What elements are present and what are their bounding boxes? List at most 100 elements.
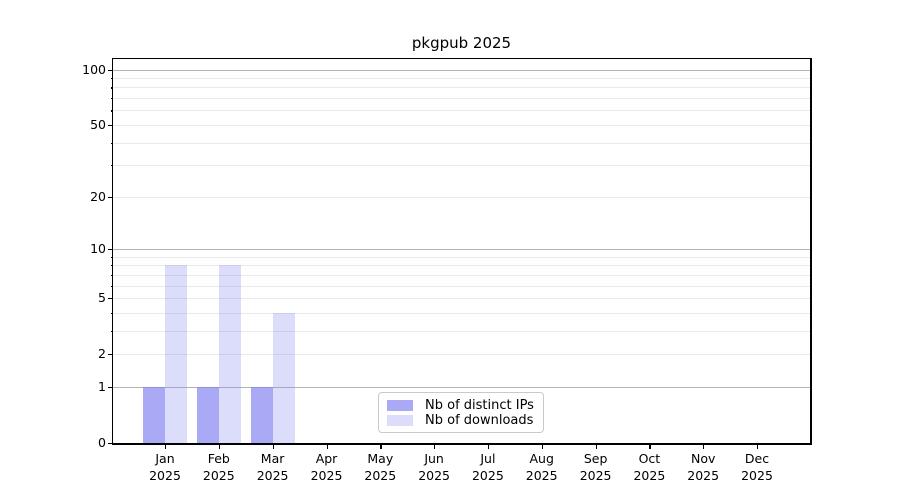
x-tick-label-dec: Dec 2025	[725, 450, 789, 484]
x-tick-label-month: Dec	[744, 451, 770, 466]
y-tick-label-1: 1	[98, 378, 106, 394]
minor-gridline-70	[113, 98, 810, 99]
x-tick-label-apr: Apr 2025	[295, 450, 359, 484]
minor-gridline-90	[113, 77, 810, 79]
legend-label-downloads: Nb of downloads	[425, 413, 534, 428]
x-tick-jul	[487, 444, 490, 449]
y-tick-label-2: 2	[98, 346, 106, 362]
minor-gridline-50	[113, 124, 810, 126]
major-gridline-1	[113, 386, 810, 388]
y-tick-2	[108, 354, 113, 356]
minor-gridline-6	[113, 285, 810, 287]
legend-item-distinct-ips: Nb of distinct IPs	[387, 398, 535, 413]
x-tick-label-year: 2025	[202, 468, 235, 483]
x-tick-nov	[703, 444, 705, 449]
y-tick-label-10: 10	[90, 240, 106, 256]
x-tick-label-year: 2025	[364, 468, 397, 483]
plot-area	[113, 59, 810, 443]
top-spine	[111, 57, 812, 59]
y-tick-5	[108, 298, 113, 300]
x-tick-label-year: 2025	[256, 468, 289, 483]
bar-mar-distinct-ips	[250, 386, 273, 443]
x-tick-label-year: 2025	[418, 468, 450, 483]
x-tick-label-month: Jan	[155, 451, 175, 466]
x-tick-label-jul: Jul 2025	[456, 450, 520, 484]
x-tick-label-oct: Oct 2025	[617, 450, 681, 484]
bar-feb-distinct-ips	[196, 386, 219, 443]
bar-jan-downloads	[165, 265, 187, 443]
x-tick-jan	[165, 444, 167, 449]
y-tick-label-0: 0	[98, 435, 106, 450]
legend-label-distinct-ips: Nb of distinct IPs	[425, 398, 534, 413]
y-tick-100	[108, 69, 113, 71]
legend-swatch-distinct-ips	[387, 400, 413, 411]
minor-gridline-20	[113, 196, 810, 198]
x-tick-label-feb: Feb 2025	[187, 450, 251, 484]
x-tick-label-jun: Jun 2025	[402, 450, 466, 484]
x-tick-label-year: 2025	[741, 468, 773, 483]
y-tick-1	[108, 386, 113, 389]
minor-gridline-80	[113, 87, 810, 89]
minor-gridline-2	[113, 354, 810, 356]
x-tick-label-nov: Nov 2025	[671, 450, 735, 484]
y-tick-label-20: 20	[90, 188, 106, 204]
x-tick-label-month: May	[367, 451, 394, 466]
major-gridline-10	[113, 248, 810, 250]
bar-mar-downloads	[272, 312, 295, 443]
y-tick-10	[108, 248, 113, 251]
y-tick-label-5: 5	[98, 290, 106, 305]
x-tick-label-month: Jul	[480, 451, 496, 466]
x-tick-label-month: Mar	[260, 451, 285, 466]
bar-jan-distinct-ips	[143, 386, 165, 443]
y-tick-label-50: 50	[90, 116, 106, 132]
minor-gridline-60	[113, 110, 810, 112]
x-tick-mar	[272, 444, 274, 449]
x-tick-label-sep: Sep 2025	[564, 450, 628, 484]
y-tick-0	[108, 443, 113, 445]
x-tick-label-month: Nov	[690, 451, 716, 466]
y-tick-20	[108, 196, 113, 198]
x-tick-apr	[326, 444, 328, 449]
left-spine	[111, 57, 113, 445]
x-tick-label-month: Jun	[424, 451, 444, 466]
minor-gridline-40	[113, 142, 810, 144]
bottom-spine	[111, 443, 812, 445]
chart-title: pkgpub 2025	[411, 34, 512, 52]
bar-feb-downloads	[218, 265, 241, 443]
x-tick-may	[380, 444, 382, 449]
y-tick-50	[108, 124, 113, 127]
legend: Nb of distinct IPs Nb of downloads	[378, 392, 544, 433]
minor-gridline-3	[113, 330, 810, 332]
x-tick-label-jan: Jan 2025	[133, 450, 197, 484]
x-tick-label-month: Oct	[638, 451, 661, 466]
x-tick-jun	[434, 444, 436, 449]
x-tick-label-month: Aug	[529, 451, 554, 466]
right-spine	[810, 57, 812, 445]
major-gridline-100	[113, 69, 810, 71]
x-tick-feb	[218, 444, 221, 449]
x-tick-label-year: 2025	[633, 468, 666, 483]
legend-item-downloads: Nb of downloads	[387, 413, 535, 428]
x-tick-label-year: 2025	[310, 468, 343, 483]
x-tick-label-year: 2025	[149, 468, 181, 483]
x-tick-label-year: 2025	[471, 468, 504, 483]
minor-gridline-9	[113, 256, 810, 258]
minor-gridline-30	[113, 165, 810, 167]
x-tick-oct	[649, 444, 651, 449]
minor-gridline-5	[113, 298, 810, 299]
x-tick-dec	[757, 444, 759, 449]
minor-gridline-8	[113, 265, 810, 267]
legend-swatch-downloads	[387, 415, 413, 426]
x-tick-aug	[541, 444, 543, 449]
x-tick-label-aug: Aug 2025	[510, 450, 574, 484]
x-tick-label-year: 2025	[579, 468, 612, 483]
x-tick-label-month: Apr	[315, 451, 338, 466]
x-tick-sep	[595, 444, 597, 449]
minor-gridline-4	[113, 312, 810, 314]
y-tick-label-100: 100	[82, 61, 106, 77]
x-tick-label-may: May 2025	[348, 450, 412, 484]
x-tick-label-year: 2025	[687, 468, 720, 483]
x-tick-label-mar: Mar 2025	[241, 450, 305, 484]
minor-gridline-7	[113, 274, 810, 276]
